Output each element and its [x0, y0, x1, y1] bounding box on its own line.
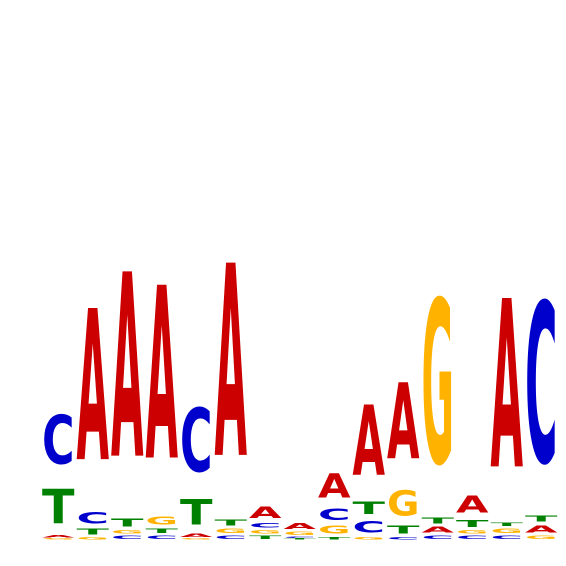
letter-g: G — [180, 538, 212, 540]
letter-t: T — [387, 524, 420, 537]
letter-a: A — [387, 361, 420, 483]
letter-g: G — [146, 514, 178, 527]
letter-a: A — [42, 535, 75, 539]
letter-a: A — [491, 253, 523, 522]
letter-c: C — [111, 535, 144, 540]
letter-t: T — [180, 492, 213, 533]
letter-g: G — [491, 527, 524, 534]
letter-g: G — [456, 529, 488, 534]
letter-a: A — [111, 221, 143, 515]
letter-c: C — [284, 536, 317, 538]
letter-c: C — [180, 392, 213, 493]
letter-c: C — [456, 535, 489, 540]
letter-c: C — [525, 259, 557, 514]
letter-t: T — [284, 538, 317, 540]
letter-c: C — [215, 535, 248, 540]
letter-t: T — [318, 536, 351, 540]
letter-t: T — [456, 518, 489, 529]
letter-t: T — [353, 499, 386, 519]
letter-c: C — [318, 505, 350, 523]
letter-g: G — [387, 484, 419, 524]
letter-t: T — [111, 517, 144, 530]
letter-g: G — [353, 536, 385, 540]
letter-t: T — [422, 516, 455, 525]
letter-t: T — [146, 527, 178, 534]
letter-g: G — [42, 538, 74, 540]
letter-t: T — [525, 515, 558, 524]
letter-g: G — [77, 536, 109, 540]
letter-c: C — [353, 518, 385, 536]
letter-g: G — [249, 529, 281, 534]
letter-a: A — [77, 268, 110, 509]
letter-a: A — [422, 526, 455, 535]
letter-a: A — [249, 504, 282, 522]
letter-g: G — [318, 524, 350, 537]
letter-a: A — [353, 385, 386, 498]
letter-c: C — [146, 535, 179, 540]
letter-t: T — [491, 522, 523, 527]
letter-t: T — [77, 527, 110, 536]
letter-g: G — [525, 535, 557, 540]
letter-a: A — [215, 210, 247, 517]
letter-c: C — [387, 536, 419, 540]
letter-c: C — [42, 402, 75, 480]
letter-a: A — [525, 524, 558, 535]
letter-g: G — [111, 529, 143, 534]
letter-a: A — [180, 533, 212, 538]
letter-a: A — [318, 467, 350, 505]
letter-g: G — [422, 255, 454, 517]
letter-c: C — [249, 522, 281, 529]
letter-c: C — [77, 509, 109, 527]
letter-g: G — [284, 531, 316, 536]
letter-c: C — [422, 535, 455, 540]
letter-t: T — [249, 535, 281, 540]
letter-g: G — [215, 527, 248, 534]
letter-t: T — [42, 481, 74, 536]
letter-c: C — [491, 535, 524, 540]
logo-columns: GATCGTCACGTACTGAGATCCGTATGCATCGATGCAGCTA… — [42, 210, 558, 540]
letter-a: A — [146, 239, 178, 515]
letter-a: A — [456, 491, 489, 519]
letter-a: A — [284, 522, 317, 531]
letter-t: T — [215, 518, 248, 527]
